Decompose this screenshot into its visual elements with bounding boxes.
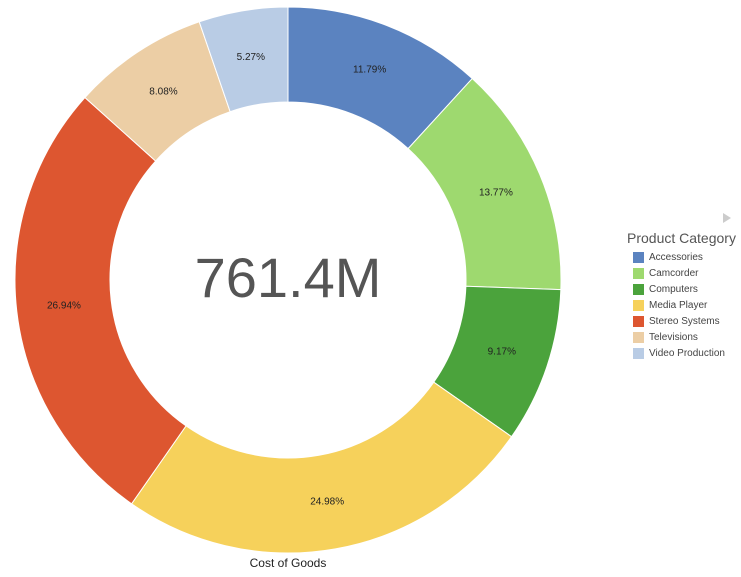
data-label: 24.98%: [310, 497, 344, 508]
legend-item[interactable]: Computers: [627, 281, 736, 297]
legend-item[interactable]: Accessories: [627, 249, 736, 265]
legend-label: Televisions: [649, 331, 698, 343]
legend-expand-arrow-icon[interactable]: [723, 213, 731, 223]
legend-item[interactable]: Video Production: [627, 345, 736, 361]
legend-label: Video Production: [649, 347, 725, 359]
center-total-label: 761.4M: [195, 246, 382, 309]
legend-label: Stereo Systems: [649, 315, 720, 327]
legend-swatch: [633, 347, 644, 359]
legend-label: Media Player: [649, 299, 708, 311]
legend-item[interactable]: Media Player: [627, 297, 736, 313]
data-label: 5.27%: [237, 52, 265, 63]
data-label: 11.79%: [353, 64, 386, 75]
legend-swatch: [633, 299, 644, 311]
legend-swatch: [633, 331, 644, 343]
donut-slice-video-production[interactable]: [198, 6, 289, 113]
legend-swatch: [633, 315, 644, 327]
data-label: 13.77%: [479, 187, 513, 198]
legend-swatch: [633, 251, 644, 263]
legend-item[interactable]: Stereo Systems: [627, 313, 736, 329]
legend-label: Camcorder: [649, 267, 699, 279]
legend: Product Category Accessories Camcorder Com…: [627, 230, 736, 361]
legend-swatch: [633, 283, 644, 295]
legend-item[interactable]: Camcorder: [627, 265, 736, 281]
donut-slice-media-player[interactable]: [130, 381, 513, 554]
data-label: 26.94%: [47, 300, 81, 311]
data-label: 9.17%: [488, 346, 516, 357]
legend-label: Accessories: [649, 251, 703, 263]
donut-slice-stereo-systems[interactable]: [14, 96, 187, 505]
legend-item[interactable]: Televisions: [627, 329, 736, 345]
x-axis-label: Cost of Goods: [249, 556, 327, 570]
data-label: 8.08%: [149, 87, 177, 98]
legend-swatch: [633, 267, 644, 279]
legend-label: Computers: [649, 283, 698, 295]
legend-title: Product Category: [627, 230, 736, 246]
